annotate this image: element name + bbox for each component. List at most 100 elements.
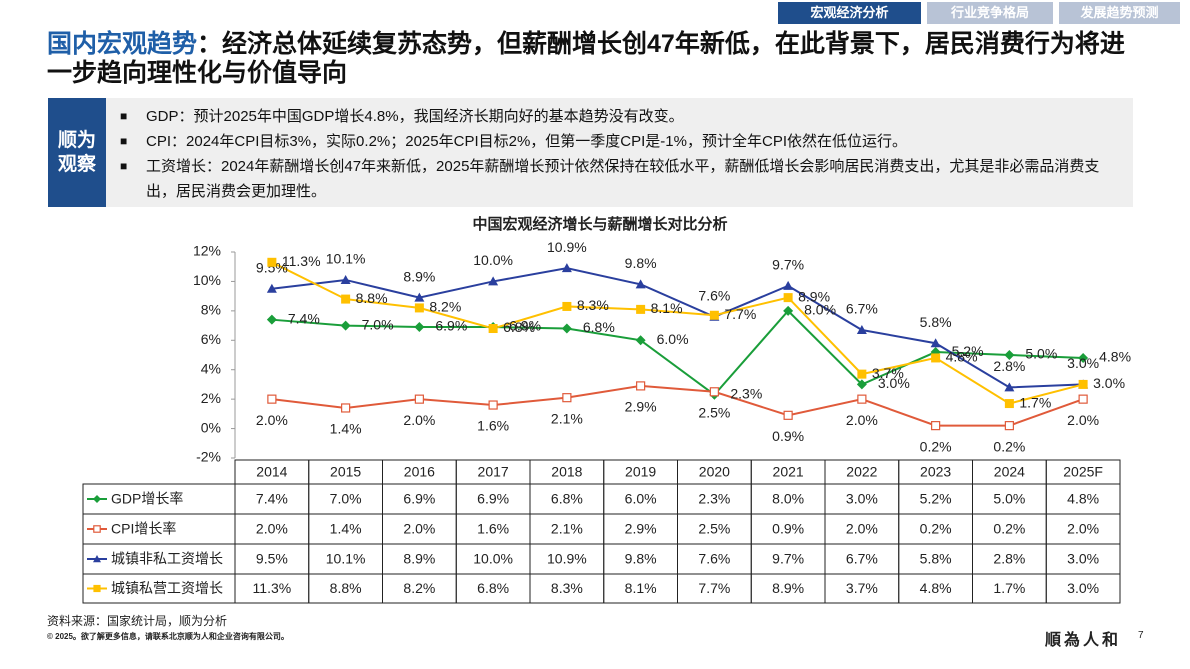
data-point (562, 301, 572, 311)
table-value: 7.6% (698, 551, 730, 567)
data-point (414, 292, 425, 302)
table-value: 9.5% (256, 551, 288, 567)
data-label: 3.0% (878, 375, 910, 391)
table-value: 1.6% (477, 521, 509, 537)
data-label: 7.6% (698, 287, 730, 303)
table-value: 6.9% (403, 491, 435, 507)
data-point (267, 257, 277, 267)
x-tick-label: 2019 (625, 464, 656, 480)
bullet: CPI：2024年CPI目标3%，实际0.2%；2025年CPI目标2%，但第一… (120, 129, 1123, 154)
data-label: 2.0% (256, 412, 288, 428)
data-point (856, 379, 867, 390)
tab[interactable]: 行业竞争格局 (927, 2, 1053, 24)
data-point (1004, 382, 1015, 392)
table-value: 9.7% (772, 551, 804, 567)
data-label: 6.9% (509, 318, 541, 334)
table-value: 5.2% (920, 491, 952, 507)
data-label: 0.9% (772, 428, 804, 444)
source: 资料来源：国家统计局，顺为分析 (47, 614, 228, 628)
data-label: 6.8% (503, 319, 535, 335)
data-point (857, 394, 867, 404)
data-point (636, 304, 646, 314)
x-tick-label: 2017 (478, 464, 509, 480)
table-value: 5.0% (993, 491, 1025, 507)
table-value: 2.5% (698, 521, 730, 537)
table-value: 10.1% (326, 551, 366, 567)
data-label: 6.8% (583, 319, 615, 335)
data-label: 7.0% (362, 316, 394, 332)
data-point (635, 279, 646, 289)
legend-label: CPI增长率 (111, 521, 176, 537)
data-point (488, 276, 499, 286)
data-point (931, 353, 941, 363)
data-point (414, 322, 425, 333)
data-label: 10.1% (326, 251, 366, 267)
table-value: 8.2% (403, 580, 435, 596)
data-label: 10.9% (547, 239, 587, 255)
data-point (1078, 352, 1089, 363)
legend-label: 城镇非私工资增长 (111, 551, 223, 567)
observation-label: 顺为观察 (48, 98, 106, 207)
data-label: 1.6% (477, 418, 509, 434)
y-tick-label: 8% (201, 302, 221, 318)
x-tick-label: 2020 (699, 464, 730, 480)
table-value: 3.7% (846, 580, 878, 596)
tab[interactable]: 宏观经济分析 (778, 2, 921, 24)
data-point (561, 263, 572, 273)
table-value: 0.2% (920, 521, 952, 537)
data-point (783, 293, 793, 303)
table-value: 8.1% (625, 580, 657, 596)
page-number: 7 (1138, 630, 1144, 641)
data-label: 6.9% (435, 318, 467, 334)
x-tick-label: 2021 (773, 464, 804, 480)
table-value: 7.4% (256, 491, 288, 507)
data-point (783, 410, 793, 420)
table-value: 2.9% (625, 521, 657, 537)
x-tick-label: 2018 (551, 464, 582, 480)
data-label: 10.0% (473, 252, 513, 268)
table-value: 3.0% (1067, 580, 1099, 596)
data-label: 8.8% (356, 290, 388, 306)
table-value: 10.0% (473, 551, 513, 567)
table-value: 3.0% (1067, 551, 1099, 567)
x-tick-label: 2023 (920, 464, 951, 480)
series-line (271, 261, 1084, 405)
data-point (341, 403, 351, 413)
data-point (1004, 421, 1014, 431)
y-tick-label: -2% (196, 449, 221, 465)
data-label: 4.8% (946, 349, 978, 365)
observation-box: GDP：预计2025年中国GDP增长4.8%，我国经济长期向好的基本趋势没有改变… (106, 98, 1133, 207)
legend-marker (93, 525, 101, 533)
y-tick-label: 2% (201, 390, 221, 406)
table-value: 7.0% (330, 491, 362, 507)
table-value: 2.1% (551, 521, 583, 537)
series-line (271, 384, 1084, 427)
data-point (340, 320, 351, 331)
table-value: 6.7% (846, 551, 878, 567)
data-point (341, 294, 351, 304)
data-point (636, 381, 646, 391)
data-point (561, 323, 572, 334)
data-label: 2.0% (1067, 412, 1099, 428)
table-value: 1.4% (330, 521, 362, 537)
table-value: 10.9% (547, 551, 587, 567)
data-label: 5.0% (1025, 346, 1057, 362)
data-point (488, 324, 498, 334)
table-value: 0.9% (772, 521, 804, 537)
data-point (783, 305, 794, 316)
data-label: 9.8% (625, 255, 657, 271)
data-point (709, 310, 719, 320)
data-label: 7.7% (724, 306, 756, 322)
tab[interactable]: 发展趋势预测 (1059, 2, 1180, 24)
data-label: 3.0% (1067, 355, 1099, 371)
legend-marker (93, 584, 101, 593)
data-label: 5.8% (920, 314, 952, 330)
table-value: 8.3% (551, 580, 583, 596)
legend-label: 城镇私营工资增长 (111, 580, 223, 596)
data-label: 3.7% (872, 365, 904, 381)
data-label: 2.3% (730, 385, 762, 401)
data-label: 1.7% (1019, 394, 1051, 410)
table-value: 3.0% (846, 491, 878, 507)
x-tick-label: 2014 (256, 464, 287, 480)
data-point (340, 274, 351, 284)
